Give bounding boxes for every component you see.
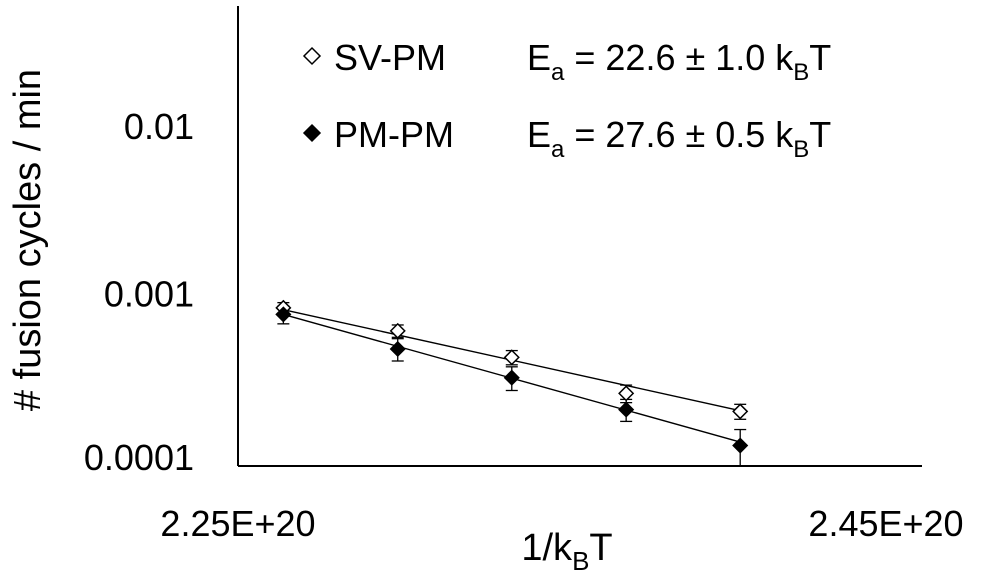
legend-label-pm-pm: PM-PM <box>334 114 454 155</box>
data-point-pm-pm <box>503 369 520 386</box>
y-tick-label: 0.001 <box>104 274 194 315</box>
data-point-sv-pm <box>618 385 635 402</box>
data-point-sv-pm <box>732 403 749 420</box>
data-point-sv-pm <box>389 322 406 339</box>
data-point-sv-pm <box>503 349 520 366</box>
legend: SV-PM Ea = 22.6 ± 1.0 kBT PM-PM Ea = 27.… <box>302 37 831 163</box>
axes <box>237 6 922 467</box>
open-diamond-marker-icon <box>302 46 322 66</box>
filled-diamond-marker-icon <box>302 123 322 143</box>
data-point-pm-pm <box>618 401 635 418</box>
legend-entry-sv-pm: SV-PM Ea = 22.6 ± 1.0 kBT <box>302 37 831 86</box>
activation-energy-pm-pm: Ea = 27.6 ± 0.5 kBT <box>527 114 831 163</box>
y-tick-label: 0.01 <box>124 106 194 147</box>
x-tick-label: 2.45E+20 <box>808 503 963 544</box>
y-tick-label: 0.0001 <box>84 437 194 478</box>
data-point-pm-pm <box>389 340 406 358</box>
y-axis-title: # fusion cycles / min <box>7 69 49 411</box>
y-tick-labels: 0.0001 0.001 0.01 <box>84 106 194 478</box>
x-axis-title: 1/kBT <box>521 527 612 574</box>
legend-label-sv-pm: SV-PM <box>334 37 446 78</box>
x-tick-label: 2.25E+20 <box>160 503 315 544</box>
data-point-pm-pm <box>275 306 292 323</box>
data-point-pm-pm <box>732 437 749 454</box>
x-tick-labels: 2.25E+20 2.45E+20 <box>160 503 963 544</box>
legend-entry-pm-pm: PM-PM Ea = 27.6 ± 0.5 kBT <box>302 114 831 163</box>
activation-energy-sv-pm: Ea = 22.6 ± 1.0 kBT <box>527 37 831 86</box>
data-markers <box>275 299 749 454</box>
